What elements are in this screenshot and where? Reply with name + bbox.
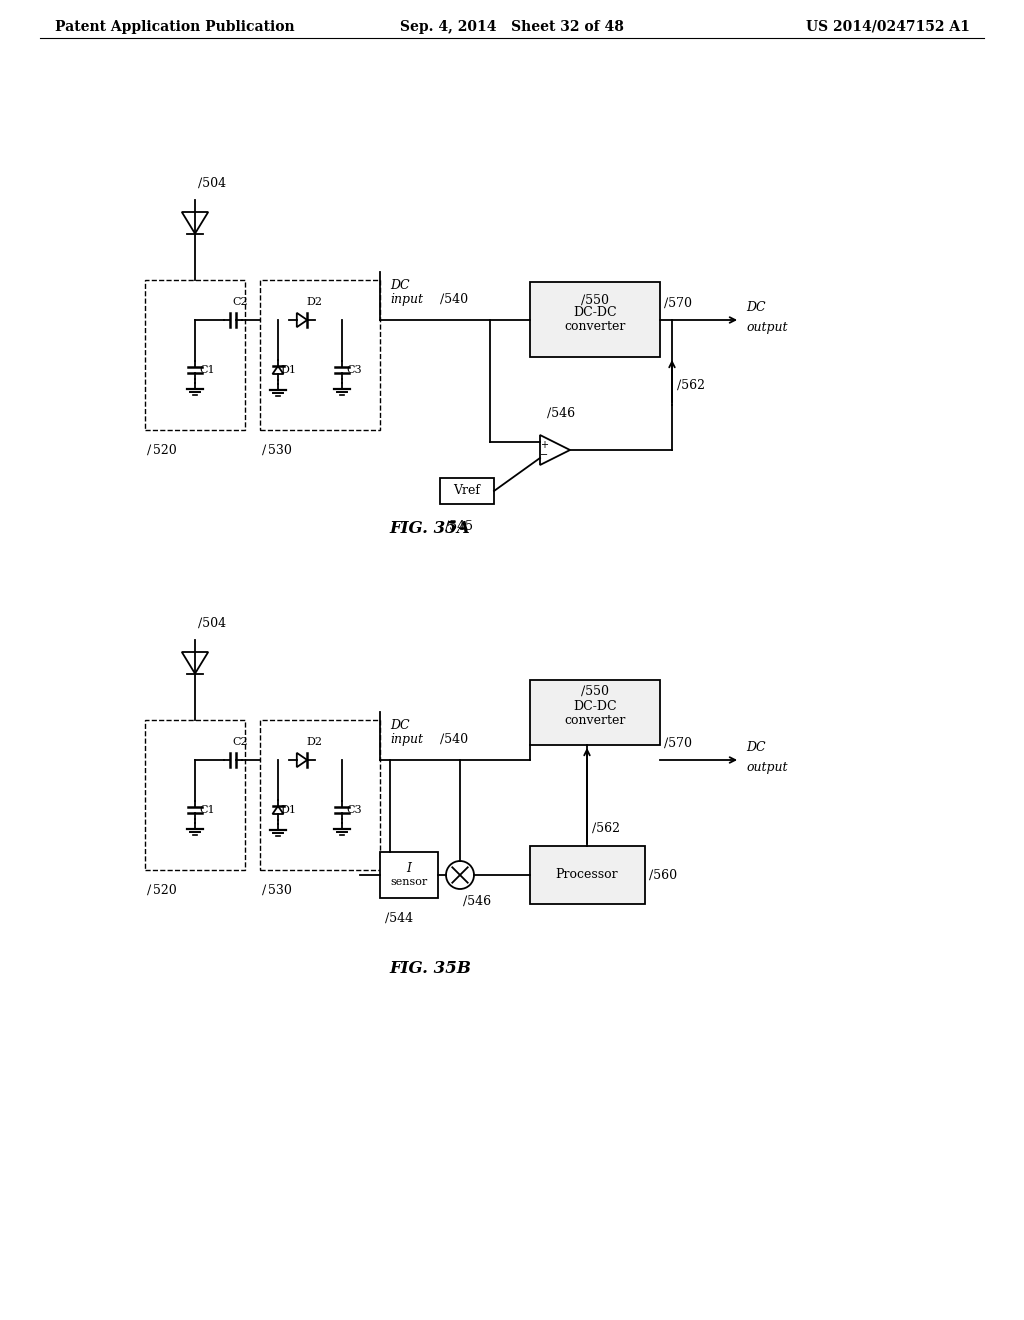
Text: 520: 520: [153, 444, 177, 457]
Text: ∕: ∕: [262, 884, 266, 898]
Text: ∕540: ∕540: [440, 293, 468, 306]
Text: 530: 530: [268, 884, 292, 898]
Text: Processor: Processor: [556, 869, 618, 882]
Text: DC: DC: [746, 301, 766, 314]
Text: ∕562: ∕562: [592, 821, 620, 834]
Text: 520: 520: [153, 884, 177, 898]
Text: DC-DC: DC-DC: [573, 701, 616, 714]
Text: ∕550: ∕550: [581, 685, 609, 698]
Text: C3: C3: [346, 366, 361, 375]
Text: ∕570: ∕570: [664, 297, 692, 310]
Text: C2: C2: [232, 297, 248, 308]
Text: DC: DC: [390, 719, 410, 733]
Text: FIG. 35B: FIG. 35B: [389, 960, 471, 977]
Text: US 2014/0247152 A1: US 2014/0247152 A1: [806, 20, 970, 34]
Bar: [145, 280, 245, 430]
Text: D2: D2: [306, 297, 322, 308]
Text: output: output: [746, 322, 787, 334]
Bar: [530, 846, 645, 904]
Text: DC: DC: [746, 741, 766, 754]
Text: ∕562: ∕562: [677, 379, 705, 392]
Text: ∕: ∕: [262, 444, 266, 457]
Text: C1: C1: [199, 805, 215, 814]
Text: ∕504: ∕504: [198, 616, 226, 630]
Text: Sep. 4, 2014   Sheet 32 of 48: Sep. 4, 2014 Sheet 32 of 48: [400, 20, 624, 34]
Bar: [145, 719, 245, 870]
Text: input: input: [390, 293, 423, 306]
Text: sensor: sensor: [390, 876, 428, 887]
Text: ∕544: ∕544: [385, 912, 413, 925]
Text: C1: C1: [199, 366, 215, 375]
Text: −: −: [541, 450, 549, 461]
Text: DC: DC: [390, 279, 410, 292]
Text: ∕546: ∕546: [547, 407, 575, 420]
Text: D1: D1: [280, 366, 296, 375]
Text: ∕: ∕: [147, 444, 152, 457]
Text: output: output: [746, 762, 787, 775]
Bar: [380, 851, 438, 898]
Text: 530: 530: [268, 444, 292, 457]
Text: ∕504: ∕504: [198, 177, 226, 190]
Bar: [260, 280, 380, 430]
Bar: [530, 282, 660, 356]
Text: ∕546: ∕546: [463, 895, 492, 908]
Text: +: +: [541, 440, 549, 450]
Text: FIG. 35A: FIG. 35A: [389, 520, 470, 537]
Text: ∕: ∕: [147, 884, 152, 898]
Text: I: I: [407, 862, 412, 874]
Text: converter: converter: [564, 321, 626, 334]
Text: ∕560: ∕560: [649, 869, 677, 882]
Text: C3: C3: [346, 805, 361, 814]
Text: ∕570: ∕570: [664, 737, 692, 750]
Text: converter: converter: [564, 714, 626, 726]
Bar: [440, 478, 494, 504]
Text: input: input: [390, 733, 423, 746]
Text: ∕540: ∕540: [440, 733, 468, 746]
Text: ∕550: ∕550: [581, 294, 609, 308]
Bar: [260, 719, 380, 870]
Text: DC-DC: DC-DC: [573, 306, 616, 319]
Text: Vref: Vref: [454, 484, 480, 498]
Text: D1: D1: [280, 805, 296, 814]
Bar: [530, 680, 660, 744]
Text: Patent Application Publication: Patent Application Publication: [55, 20, 295, 34]
Text: ∕545: ∕545: [445, 520, 473, 533]
Text: C2: C2: [232, 737, 248, 747]
Text: D2: D2: [306, 737, 322, 747]
